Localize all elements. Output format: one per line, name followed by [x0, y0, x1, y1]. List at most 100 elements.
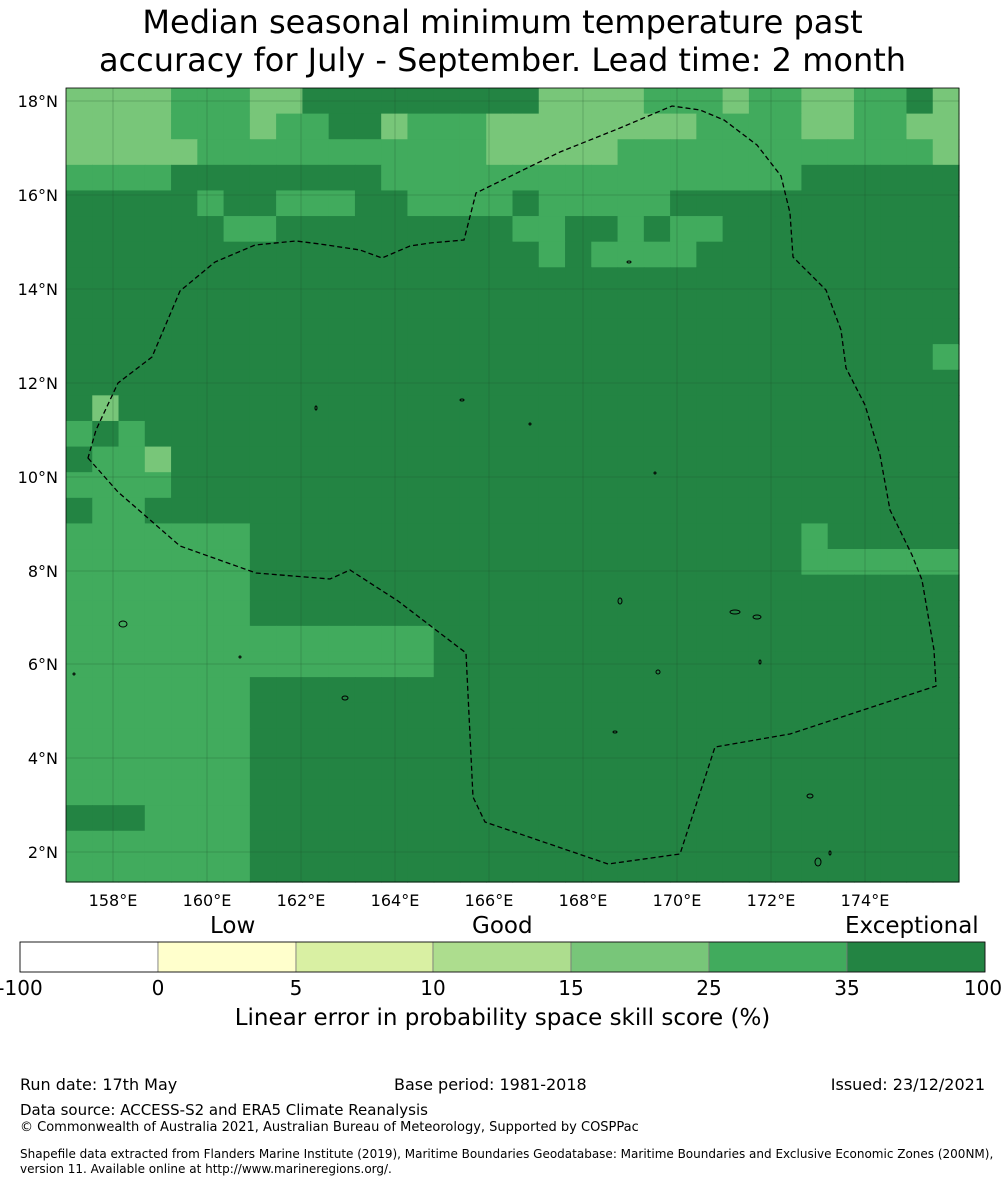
- grid-cell: [171, 318, 198, 345]
- grid-cell: [276, 600, 303, 627]
- grid-cell: [722, 164, 750, 192]
- grid-cell: [643, 139, 671, 166]
- grid-cell: [459, 497, 487, 525]
- longitude-label: 158°E: [89, 891, 138, 910]
- grid-cell: [880, 702, 908, 729]
- grid-cell: [643, 625, 671, 653]
- grid-cell: [407, 549, 435, 576]
- grid-cell: [197, 216, 225, 243]
- grid-cell: [801, 497, 829, 525]
- grid-cell: [328, 446, 356, 473]
- grid-cell: [591, 318, 619, 345]
- grid-cell: [354, 728, 382, 755]
- grid-cell: [197, 830, 225, 857]
- grid-cell: [591, 292, 619, 320]
- grid-cell: [249, 88, 277, 115]
- grid-cell: [92, 190, 120, 217]
- colorbar-tick-label: -100: [0, 976, 43, 1000]
- grid-cell: [249, 190, 277, 217]
- grid-cell: [302, 702, 330, 729]
- grid-cell: [722, 497, 750, 525]
- grid-cell: [197, 318, 225, 345]
- grid-cell: [354, 241, 382, 268]
- grid-cell: [748, 420, 776, 448]
- grid-cell: [144, 164, 172, 192]
- grid-cell: [565, 88, 592, 115]
- grid-cell: [92, 139, 120, 166]
- grid-cell: [670, 241, 697, 268]
- latitude-label: 10°N: [18, 468, 58, 487]
- grid-cell: [223, 292, 251, 320]
- grid-cell: [144, 420, 172, 448]
- grid-cell: [670, 805, 697, 832]
- grid-cell: [775, 856, 803, 883]
- grid-cell: [66, 574, 93, 601]
- grid-cell: [512, 625, 540, 653]
- grid-cell: [801, 446, 829, 473]
- grid-cell: [853, 625, 881, 653]
- grid-cell: [617, 344, 645, 371]
- grid-cell: [565, 856, 592, 883]
- grid-cell: [276, 651, 303, 678]
- grid-cell: [381, 164, 409, 192]
- grid-cell: [827, 318, 855, 345]
- grid-cell: [670, 216, 697, 243]
- grid-cell: [643, 830, 671, 857]
- grid-cell: [197, 113, 225, 140]
- grid-cell: [643, 677, 671, 704]
- grid-cell: [276, 113, 303, 140]
- grid-cell: [118, 190, 146, 217]
- run-date: Run date: 17th May: [20, 1075, 178, 1094]
- grid-cell: [775, 446, 803, 473]
- island-outline: [617, 597, 623, 605]
- grid-cell: [617, 420, 645, 448]
- grid-cell: [118, 497, 146, 525]
- grid-cell: [722, 344, 750, 371]
- grid-cell: [722, 830, 750, 857]
- grid-cell: [617, 164, 645, 192]
- grid-cell: [512, 216, 540, 243]
- grid-cell: [591, 164, 619, 192]
- grid-cell: [827, 139, 855, 166]
- grid-cell: [223, 241, 251, 268]
- grid-cell: [617, 497, 645, 525]
- grid-cell: [407, 856, 435, 883]
- grid-cell: [223, 139, 251, 166]
- grid-cell: [880, 164, 908, 192]
- grid-cell: [171, 241, 198, 268]
- grid-cell: [433, 830, 461, 857]
- grid-cell: [197, 88, 225, 115]
- grid-cell: [801, 241, 829, 268]
- grid-cell: [66, 420, 93, 448]
- grid-cell: [276, 523, 303, 550]
- grid-cell: [223, 856, 251, 883]
- grid-cell: [538, 779, 566, 806]
- grid-cell: [433, 267, 461, 294]
- grid-cell: [66, 318, 93, 345]
- grid-cell: [92, 267, 120, 294]
- grid-cell: [249, 702, 277, 729]
- grid-cell: [512, 420, 540, 448]
- grid-cell: [249, 344, 277, 371]
- grid-cell: [801, 523, 829, 550]
- grid-cell: [302, 523, 330, 550]
- grid-cell: [538, 805, 566, 832]
- grid-cell: [932, 779, 960, 806]
- grid-cell: [249, 267, 277, 294]
- grid-cell: [932, 702, 960, 729]
- grid-cell: [591, 600, 619, 627]
- grid-cell: [670, 549, 697, 576]
- grid-cell: [249, 805, 277, 832]
- grid-cell: [643, 728, 671, 755]
- grid-cell: [696, 702, 724, 729]
- grid-cell: [748, 856, 776, 883]
- grid-cell: [223, 216, 251, 243]
- grid-cell: [827, 728, 855, 755]
- grid-cell: [775, 88, 803, 115]
- grid-cell: [591, 139, 619, 166]
- grid-cell: [486, 88, 514, 115]
- grid-cell: [775, 600, 803, 627]
- grid-cell: [302, 497, 330, 525]
- grid-cell: [486, 523, 514, 550]
- grid-cell: [171, 830, 198, 857]
